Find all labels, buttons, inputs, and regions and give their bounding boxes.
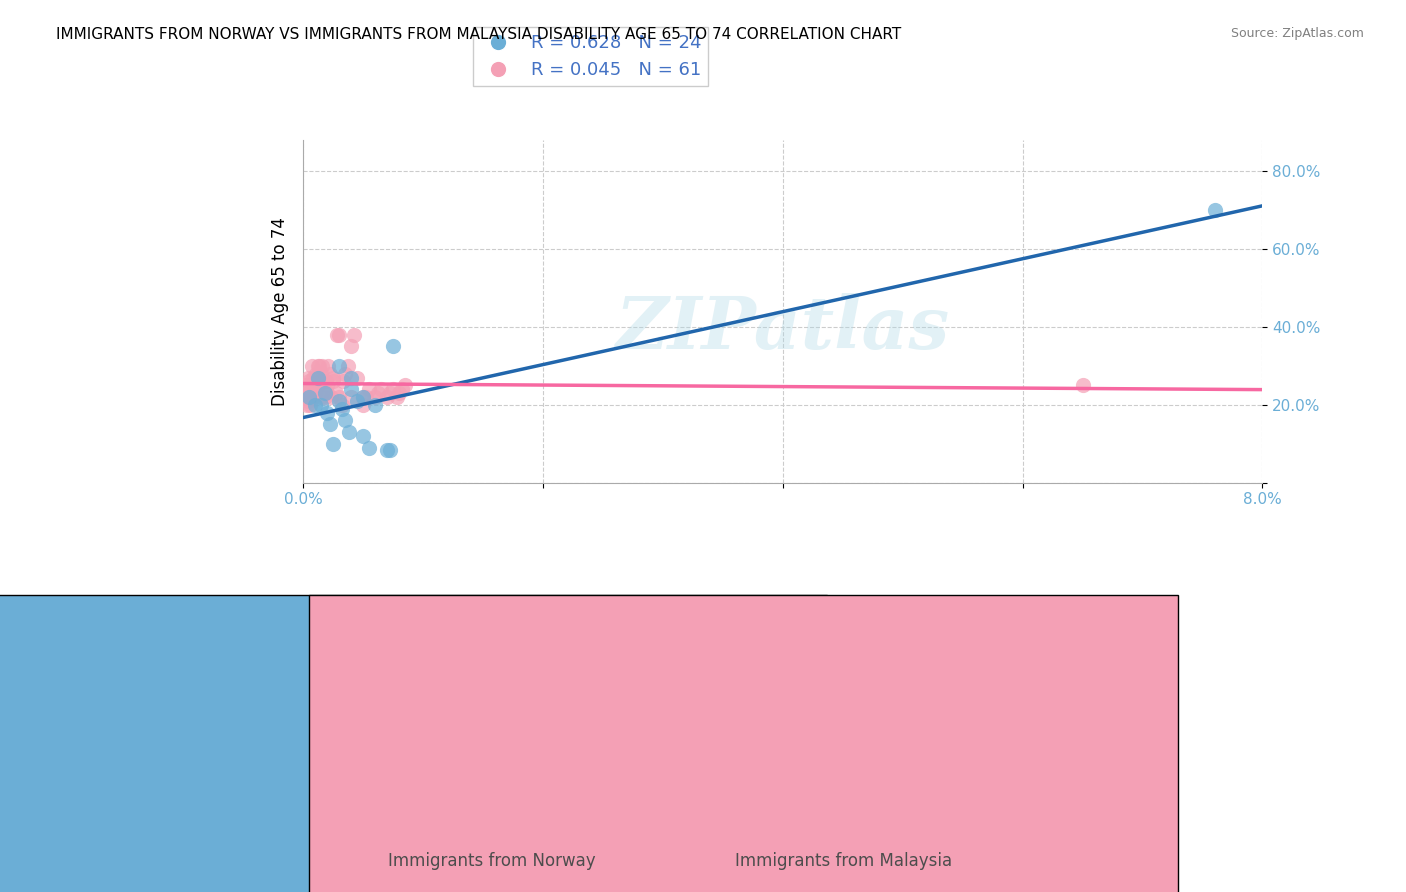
Point <box>307 370 329 384</box>
Point <box>307 359 329 373</box>
Point <box>364 390 387 404</box>
Point <box>301 370 323 384</box>
Point <box>305 367 328 381</box>
Point <box>378 442 401 457</box>
Point <box>346 370 368 384</box>
Point <box>315 375 337 389</box>
Point <box>309 375 332 389</box>
Point <box>340 339 363 353</box>
Point <box>308 359 330 373</box>
Point <box>304 398 326 412</box>
Point <box>340 370 363 384</box>
Point <box>391 382 413 396</box>
Point <box>336 359 359 373</box>
Point <box>1204 202 1226 217</box>
Point <box>297 393 319 408</box>
Point <box>298 390 321 404</box>
Point <box>394 378 416 392</box>
Point <box>375 390 398 404</box>
Point <box>322 370 344 384</box>
Point <box>359 441 381 455</box>
Point <box>311 359 333 373</box>
Text: Immigrants from Norway: Immigrants from Norway <box>388 852 596 870</box>
Point <box>340 382 363 396</box>
Point <box>385 390 408 404</box>
Point <box>319 390 342 404</box>
Point <box>364 398 387 412</box>
Point <box>325 386 347 401</box>
Legend: R = 0.628   N = 24, R = 0.045   N = 61: R = 0.628 N = 24, R = 0.045 N = 61 <box>472 27 709 87</box>
Point <box>382 339 405 353</box>
Point <box>375 442 398 457</box>
Point <box>335 413 357 427</box>
Point <box>294 378 316 392</box>
Point <box>322 375 344 389</box>
Point <box>370 382 392 396</box>
FancyBboxPatch shape <box>309 595 1178 892</box>
Point <box>340 390 363 404</box>
Point <box>378 386 401 401</box>
Point <box>314 390 336 404</box>
Point <box>359 382 381 396</box>
Point <box>352 398 374 412</box>
Point <box>304 378 326 392</box>
Point <box>314 386 336 401</box>
Text: ZIPatlas: ZIPatlas <box>616 293 950 364</box>
Point <box>312 375 335 389</box>
Point <box>304 386 326 401</box>
Point <box>346 393 368 408</box>
Point <box>297 370 319 384</box>
Point <box>352 390 374 404</box>
Point <box>294 390 316 404</box>
Point <box>382 382 405 396</box>
Point <box>307 378 329 392</box>
Text: Immigrants from Malaysia: Immigrants from Malaysia <box>735 852 952 870</box>
Point <box>316 406 339 420</box>
Point <box>318 367 340 381</box>
FancyBboxPatch shape <box>0 595 827 892</box>
Point <box>337 425 360 439</box>
Point <box>354 390 377 404</box>
Point <box>330 398 353 412</box>
Point <box>301 390 323 404</box>
Point <box>388 386 411 401</box>
Point <box>322 436 344 450</box>
Point <box>352 390 374 404</box>
Point <box>298 390 321 404</box>
Point <box>352 429 374 443</box>
Point <box>328 390 350 404</box>
Point <box>332 375 354 389</box>
Point <box>330 401 353 416</box>
Point <box>328 327 350 342</box>
Text: IMMIGRANTS FROM NORWAY VS IMMIGRANTS FROM MALAYSIA DISABILITY AGE 65 TO 74 CORRE: IMMIGRANTS FROM NORWAY VS IMMIGRANTS FRO… <box>56 27 901 42</box>
Point <box>318 359 340 373</box>
Point <box>309 367 332 381</box>
Point <box>295 386 318 401</box>
Point <box>367 386 389 401</box>
Point <box>299 398 322 412</box>
Point <box>318 417 340 432</box>
Y-axis label: Disability Age 65 to 74: Disability Age 65 to 74 <box>271 217 290 406</box>
Point <box>299 382 322 396</box>
Point <box>316 386 339 401</box>
Point <box>328 393 350 408</box>
Point <box>326 327 349 342</box>
Point <box>295 398 318 412</box>
Point <box>302 378 325 392</box>
Point <box>309 398 332 412</box>
Point <box>335 367 357 381</box>
Point <box>298 375 321 389</box>
Point <box>316 378 339 392</box>
Point <box>301 359 323 373</box>
Point <box>342 327 364 342</box>
Text: Source: ZipAtlas.com: Source: ZipAtlas.com <box>1230 27 1364 40</box>
Point <box>1071 378 1094 392</box>
Point <box>328 359 350 373</box>
Point <box>309 390 332 404</box>
